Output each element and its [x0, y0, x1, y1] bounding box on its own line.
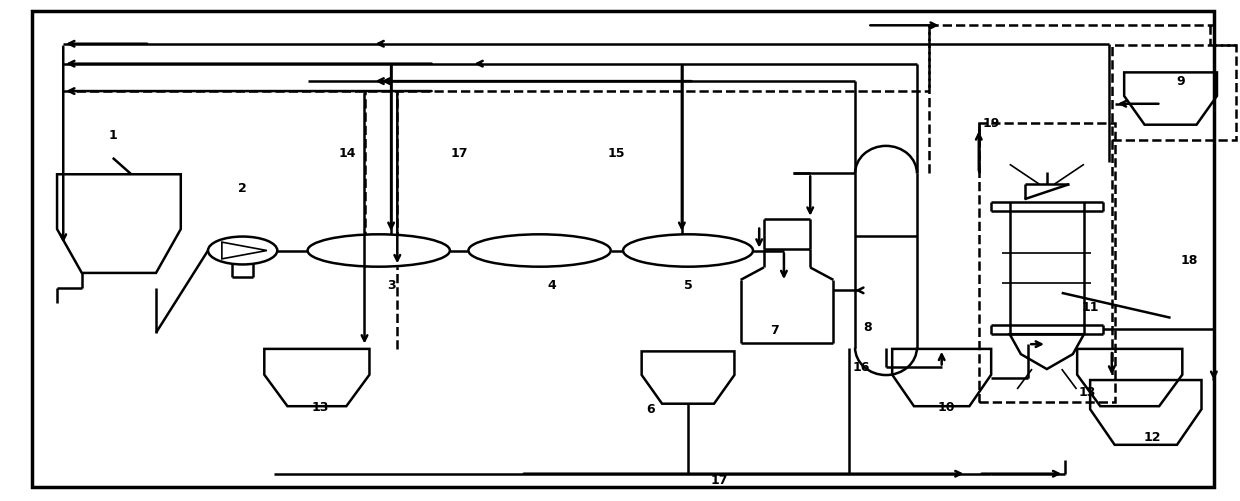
Ellipse shape: [308, 234, 450, 267]
Text: 15: 15: [608, 147, 625, 160]
Text: 2: 2: [238, 182, 247, 195]
Text: 3: 3: [387, 279, 396, 292]
Bar: [978, 123, 1115, 402]
Text: 14: 14: [339, 147, 357, 160]
Text: 19: 19: [982, 117, 999, 130]
Bar: [1112, 45, 1235, 140]
Text: 16: 16: [853, 361, 870, 374]
Text: 17: 17: [711, 474, 728, 487]
Text: 9: 9: [1177, 75, 1184, 88]
Text: 17: 17: [450, 147, 467, 160]
Ellipse shape: [469, 234, 611, 267]
Text: 12: 12: [1143, 431, 1161, 444]
Text: 4: 4: [548, 279, 557, 292]
Text: 11: 11: [1081, 301, 1099, 314]
Text: 13: 13: [312, 401, 330, 414]
Text: 8: 8: [863, 321, 872, 334]
Text: 18: 18: [1180, 254, 1198, 267]
Ellipse shape: [622, 234, 753, 267]
Text: 7: 7: [770, 324, 779, 337]
Text: 10: 10: [937, 401, 955, 414]
Text: 13: 13: [1079, 386, 1096, 399]
Text: 1: 1: [108, 129, 117, 142]
Text: 5: 5: [683, 279, 692, 292]
Text: 6: 6: [646, 403, 655, 416]
